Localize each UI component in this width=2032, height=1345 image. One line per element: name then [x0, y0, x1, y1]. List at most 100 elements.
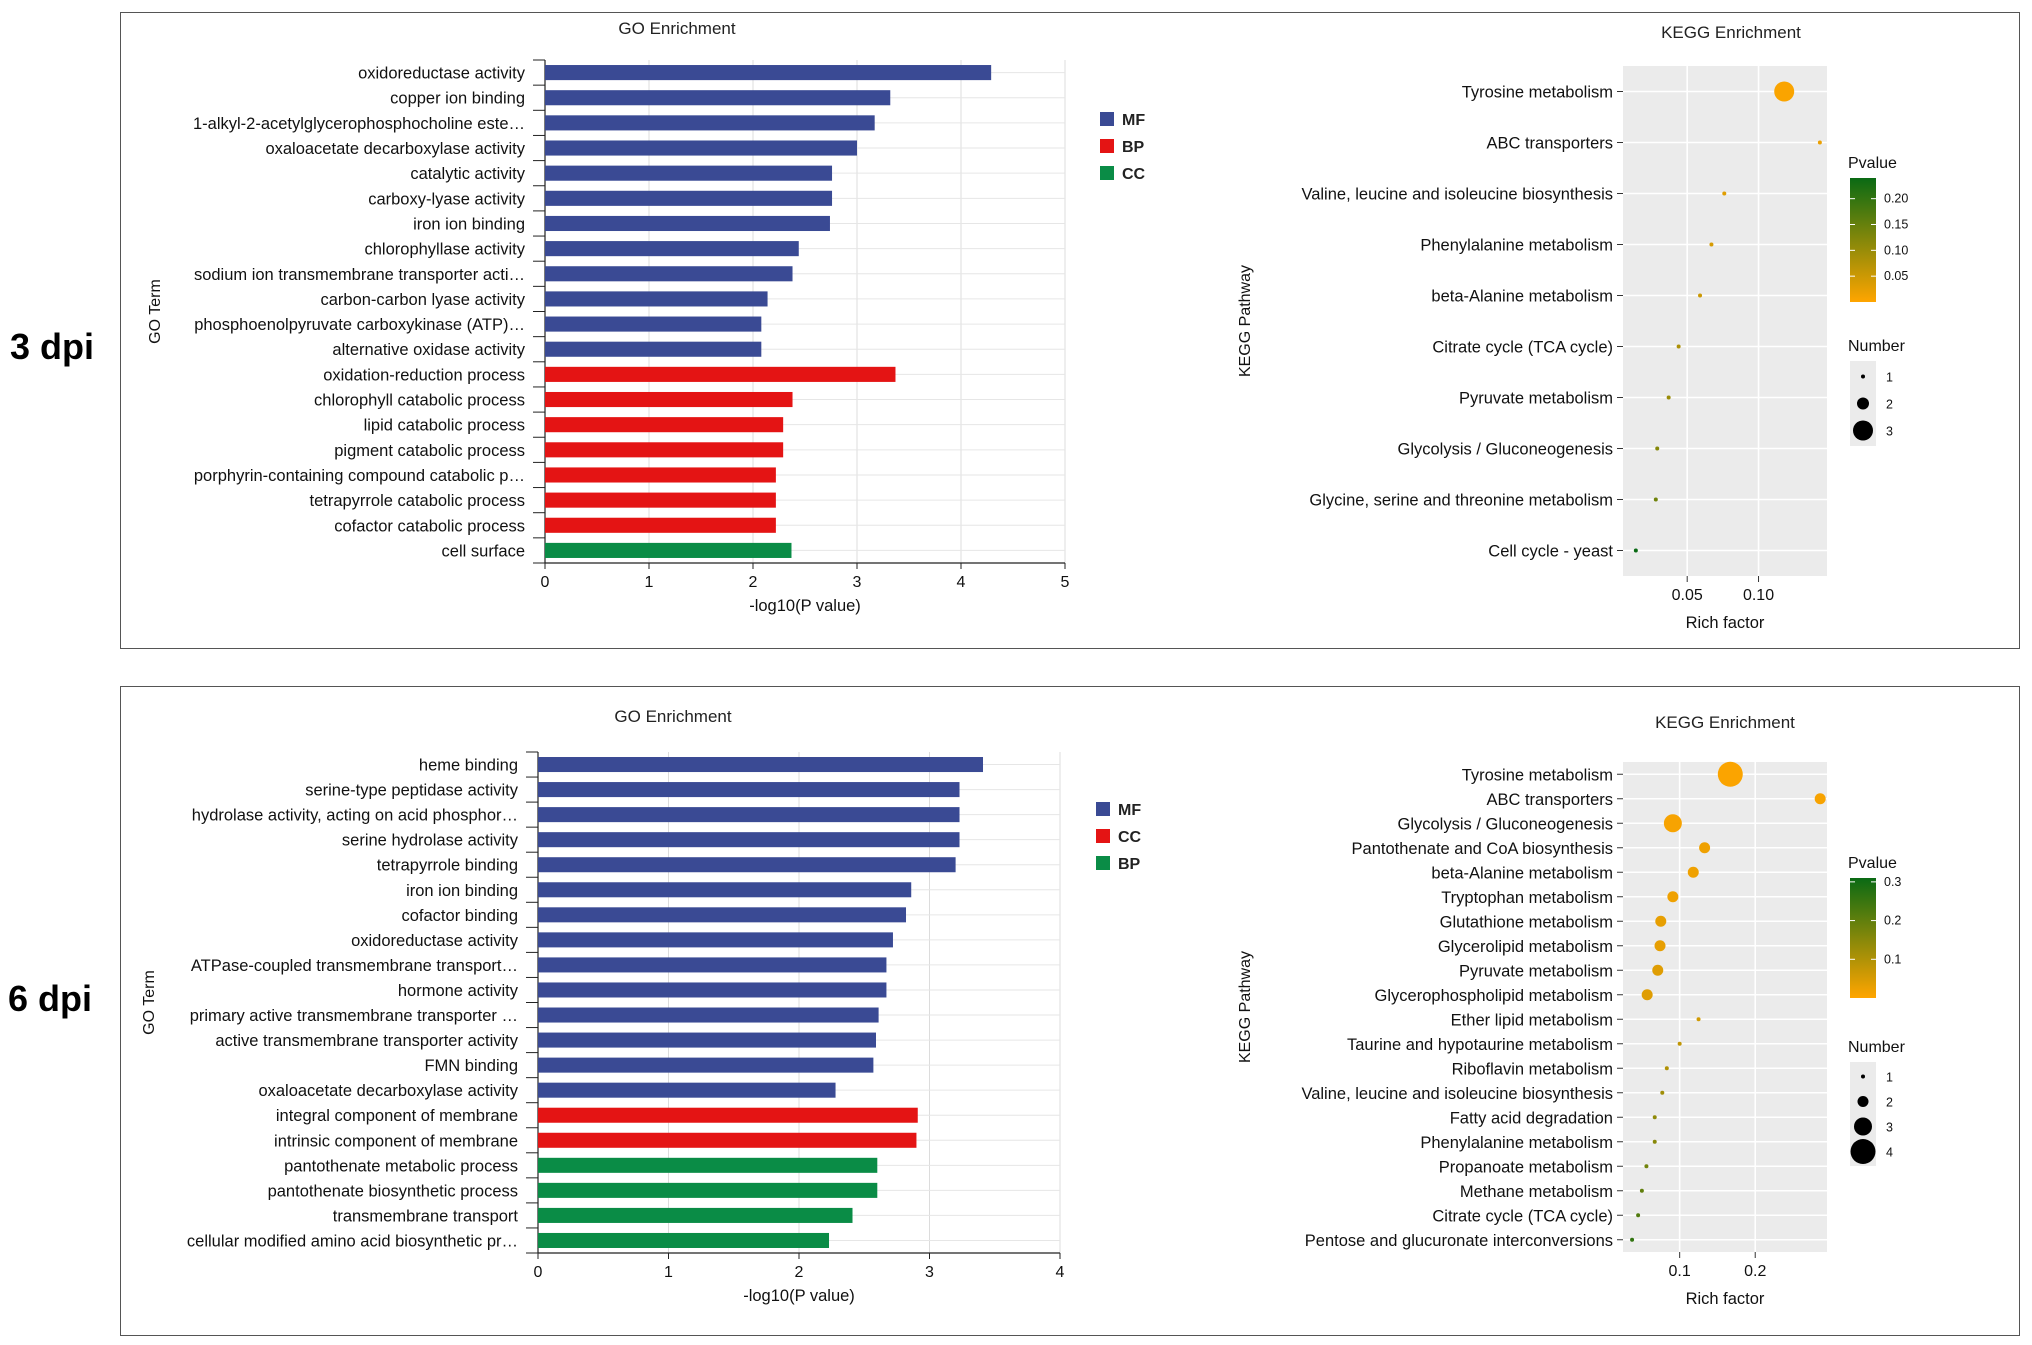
go-6dpi-xtick-label: 1 [664, 1264, 673, 1281]
go-3dpi-category-label: cofactor catabolic process [334, 517, 525, 535]
go-3dpi-category-label: carbon-carbon lyase activity [320, 291, 525, 309]
kegg-6dpi-point [1630, 1237, 1635, 1242]
kegg-3dpi-point [1722, 191, 1727, 196]
go-6dpi-title: GO Enrichment [614, 707, 731, 726]
go-3dpi-category-label: pigment catabolic process [334, 442, 525, 460]
kegg-6dpi-point [1655, 915, 1667, 927]
kegg-3dpi-number-legend-label: 3 [1886, 425, 1893, 439]
kegg-6dpi-point [1654, 940, 1666, 952]
kegg-6dpi-pvalue-colorbar [1850, 878, 1876, 998]
kegg-3dpi-point [1666, 395, 1671, 400]
kegg-3dpi-colorbar-tick-label: 0.05 [1884, 269, 1908, 283]
go-6dpi-bar [538, 1232, 830, 1248]
go-3dpi-bar [545, 391, 793, 408]
kegg-6dpi-category-label: Glutathione metabolism [1440, 913, 1613, 931]
kegg-3dpi-point [1817, 140, 1822, 145]
kegg-3dpi-point [1709, 242, 1714, 247]
go-3dpi-bar [545, 517, 776, 533]
kegg-6dpi-category-label: Glycolysis / Gluconeogenesis [1397, 815, 1613, 833]
kegg-6dpi-point [1696, 1017, 1701, 1022]
go-3dpi-category-label: copper ion binding [390, 90, 525, 108]
kegg-3dpi-point [1676, 344, 1681, 349]
go-6dpi-category-label: FMN binding [424, 1057, 518, 1075]
go-3dpi-category-label: chlorophyll catabolic process [314, 392, 525, 410]
go-6dpi-category-label: iron ion binding [406, 882, 518, 900]
go-3dpi-legend-label: BP [1122, 139, 1145, 156]
kegg-6dpi-point [1644, 1164, 1649, 1169]
go-3dpi-bar [545, 417, 784, 433]
kegg-6dpi-category-label: Glycerolipid metabolism [1438, 938, 1613, 956]
kegg-6dpi-number-legend-label: 1 [1886, 1071, 1893, 1085]
kegg-3dpi-point [1633, 548, 1638, 553]
kegg-6dpi-point [1639, 1188, 1644, 1193]
kegg-6dpi-point [1677, 1041, 1682, 1046]
go-6dpi-legend-swatch [1096, 856, 1110, 870]
kegg-6dpi-number-legend-dot [1850, 1139, 1876, 1164]
go-3dpi-title: GO Enrichment [618, 19, 735, 38]
kegg-6dpi-point [1663, 814, 1682, 833]
kegg-6dpi-point [1687, 866, 1699, 878]
go-3dpi-category-label: iron ion binding [413, 215, 525, 233]
kegg-6dpi-category-label: Tyrosine metabolism [1462, 766, 1613, 784]
kegg-6dpi-colorbar-tick-label: 0.3 [1884, 875, 1901, 889]
go-6dpi-bar [538, 757, 984, 773]
kegg-3dpi-xtick-label: 0.10 [1743, 587, 1774, 604]
kegg-6dpi-category-label: Phenylalanine metabolism [1420, 1134, 1613, 1152]
go-6dpi-category-label: pantothenate biosynthetic process [268, 1182, 518, 1200]
kegg-6dpi-xtick-label: 0.1 [1669, 1263, 1691, 1280]
go-3dpi-bar [545, 467, 776, 483]
go-3dpi-category-label: alternative oxidase activity [332, 341, 525, 359]
go-3dpi-category-label: chlorophyllase activity [365, 241, 526, 259]
go-6dpi-category-label: heme binding [419, 757, 518, 775]
go-6dpi-bar [538, 1107, 918, 1123]
kegg-3dpi-number-legend-title: Number [1848, 338, 1906, 355]
kegg-3dpi-colorbar-tick-label: 0.10 [1884, 243, 1908, 257]
go-3dpi-bar [545, 542, 792, 558]
go-3dpi-legend-label: CC [1122, 166, 1146, 183]
go-6dpi-xtick-label: 0 [534, 1264, 543, 1281]
go-6dpi-category-label: integral component of membrane [276, 1107, 518, 1125]
go-3dpi-category-label: lipid catabolic process [364, 417, 525, 435]
go-3dpi-xtick-label: 3 [853, 574, 862, 591]
go-3dpi-xlabel: -log10(P value) [749, 597, 861, 615]
go-3dpi-category-label: sodium ion transmembrane transporter act… [194, 266, 525, 284]
go-3dpi-bar [545, 492, 776, 508]
go-3dpi-category-label: oxaloacetate decarboxylase activity [265, 140, 525, 158]
go-3dpi-bar [545, 241, 799, 257]
kegg-3dpi-number-legend-label: 2 [1886, 398, 1893, 412]
go-3dpi-bar [545, 291, 768, 307]
go-3dpi-category-label: tetrapyrrole catabolic process [309, 492, 525, 510]
kegg-6dpi-category-label: Pantothenate and CoA biosynthesis [1352, 840, 1613, 858]
go-3dpi-bar [545, 366, 896, 382]
go-3dpi-bar [545, 190, 833, 206]
kegg-3dpi-category-label: Cell cycle - yeast [1488, 543, 1613, 561]
go-6dpi-category-label: intrinsic component of membrane [274, 1132, 518, 1150]
go-3dpi-bar [545, 90, 891, 106]
go-6dpi-xtick-label: 3 [925, 1264, 934, 1281]
go-6dpi-category-label: serine hydrolase activity [342, 832, 519, 850]
row-label-3dpi: 3 dpi [10, 326, 95, 367]
go-3dpi-legend-label: MF [1122, 112, 1145, 129]
go-6dpi-category-label: primary active transmembrane transporter… [190, 1007, 518, 1025]
go-3dpi-xtick-label: 1 [645, 574, 654, 591]
kegg-6dpi-number-legend-label: 3 [1886, 1121, 1893, 1135]
kegg-3dpi-category-label: Phenylalanine metabolism [1420, 237, 1613, 255]
kegg-6dpi-number-legend-label: 4 [1886, 1146, 1893, 1160]
kegg-6dpi-category-label: Pentose and glucuronate interconversions [1305, 1232, 1613, 1250]
kegg-3dpi-title: KEGG Enrichment [1661, 23, 1801, 42]
go-6dpi-bar [538, 1157, 878, 1173]
kegg-6dpi-point [1652, 1139, 1657, 1144]
go-3dpi-category-label: 1-alkyl-2-acetylglycerophosphocholine es… [193, 115, 525, 133]
kegg-3dpi-category-label: Tyrosine metabolism [1462, 84, 1613, 102]
kegg-6dpi-category-label: Riboflavin metabolism [1452, 1060, 1613, 1078]
kegg-6dpi-category-label: Valine, leucine and isoleucine biosynthe… [1301, 1085, 1613, 1103]
go-3dpi-bar [545, 165, 833, 181]
go-3dpi-category-label: porphyrin-containing compound catabolic … [194, 467, 525, 485]
kegg-6dpi-category-label: Methane metabolism [1460, 1183, 1613, 1201]
go-6dpi-bar [538, 932, 893, 948]
kegg-3dpi-category-label: beta-Alanine metabolism [1431, 288, 1613, 306]
go-3dpi-bar [545, 266, 793, 282]
go-6dpi-category-label: active transmembrane transporter activit… [215, 1032, 518, 1050]
kegg-6dpi-point [1664, 1066, 1669, 1071]
go-3dpi-bar [545, 215, 830, 232]
